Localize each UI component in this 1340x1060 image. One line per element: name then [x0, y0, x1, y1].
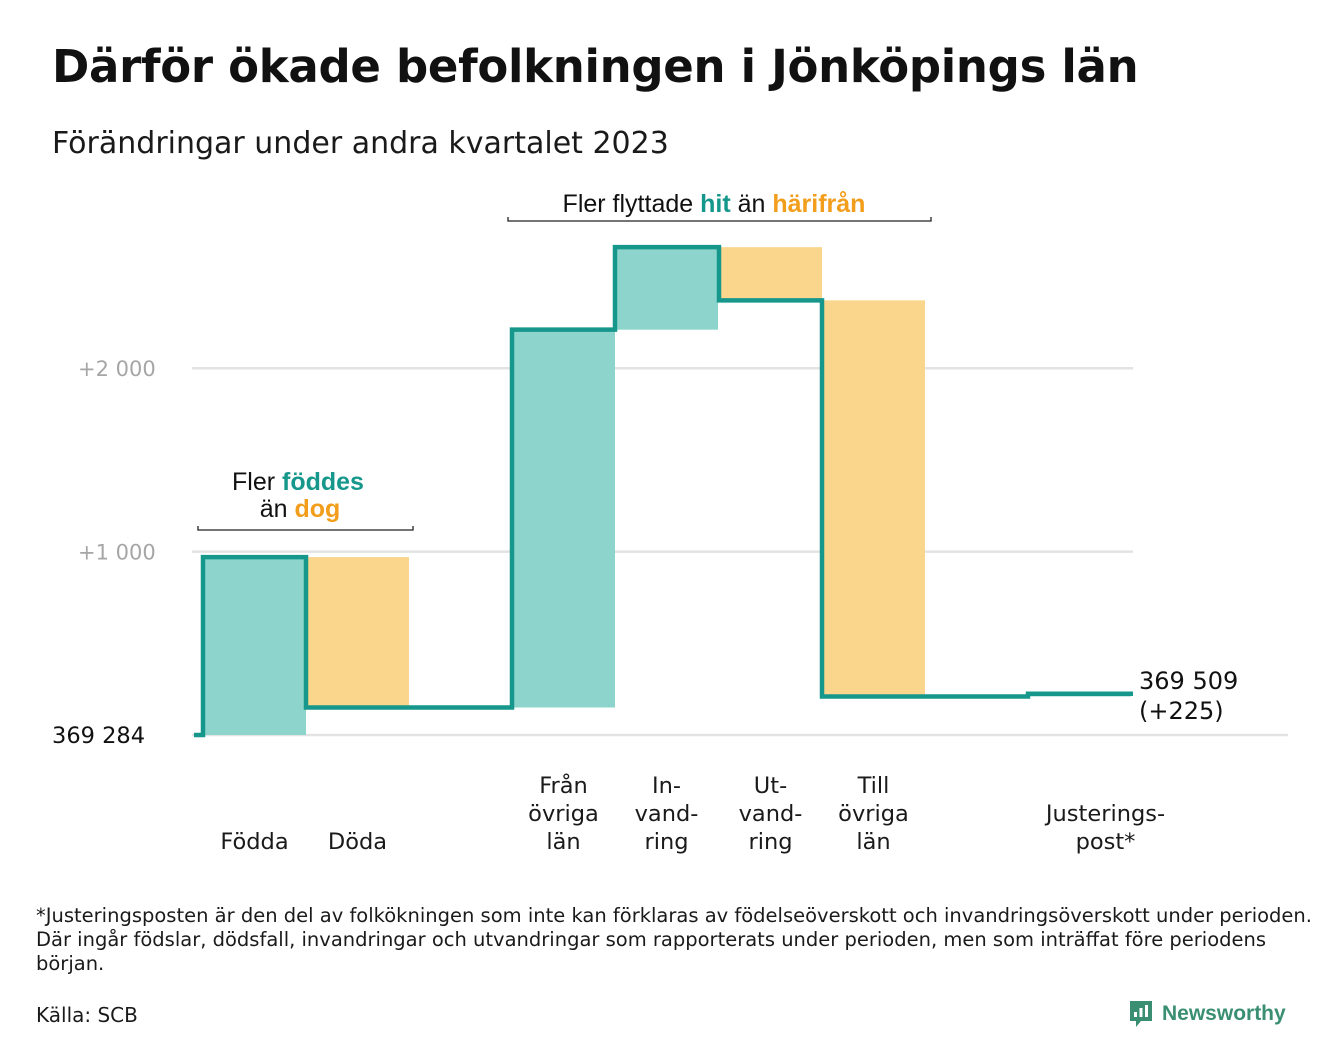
end-value-label: 369 509	[1139, 667, 1238, 695]
category-label: Ut-	[754, 773, 787, 799]
category-label: In-	[652, 773, 681, 799]
waterfall-bar	[203, 557, 306, 735]
source-label: Källa: SCB	[36, 1003, 138, 1027]
y-tick-label: +1 000	[78, 541, 156, 565]
chart-subtitle: Förändringar under andra kvartalet 2023	[52, 126, 669, 161]
annotation-bracket-births	[197, 526, 414, 531]
brand-logo[interactable]: Newsworthy	[1128, 998, 1286, 1030]
annotation-births-line1: Fler föddes	[232, 468, 364, 496]
category-label: Justerings-	[1044, 801, 1165, 827]
annotation-highlight-increase: föddes	[282, 468, 364, 496]
category-label: Från	[539, 771, 588, 799]
waterfall-bar	[512, 329, 615, 708]
annotation-births-line2: än dog	[260, 495, 341, 523]
annotation-migration: Fler flyttade hit än härifrån	[563, 190, 866, 218]
category-label: ring	[748, 829, 792, 855]
annotation-bracket-migration	[507, 217, 932, 222]
annotation-highlight-decrease: härifrån	[772, 190, 865, 218]
end-change-label: (+225)	[1139, 697, 1224, 725]
waterfall-bar	[615, 247, 718, 330]
chart-title: Därför ökade befolkningen i Jönköpings l…	[52, 40, 1139, 93]
brand-name: Newsworthy	[1162, 1002, 1286, 1025]
category-label: Till	[857, 773, 890, 799]
footnote: *Justeringsposten är den del av folkökni…	[36, 904, 1312, 975]
category-label: Döda	[328, 829, 387, 855]
category-label: övriga	[528, 801, 599, 827]
category-label: vand-	[635, 801, 699, 827]
category-label: övriga	[838, 801, 909, 827]
waterfall-bar	[306, 557, 409, 708]
category-label: vand-	[739, 801, 803, 827]
step-line	[194, 244, 1133, 738]
annotation-highlight-increase: hit	[700, 190, 731, 218]
waterfall-bar	[822, 300, 925, 697]
category-label: län	[856, 829, 890, 855]
category-label: post*	[1076, 829, 1136, 855]
category-label: län	[546, 829, 580, 855]
annotation-highlight-decrease: dog	[294, 495, 340, 523]
category-label: Födda	[220, 829, 288, 855]
start-value-label: 369 284	[52, 723, 145, 749]
annotation-text: Fler flyttade	[563, 190, 701, 218]
annotation-text: än	[260, 495, 295, 523]
category-label: ring	[644, 829, 688, 855]
y-tick-label: +2 000	[78, 357, 156, 381]
annotation-text: än	[731, 190, 773, 218]
waterfall-bar	[719, 247, 822, 301]
newsworthy-logo-icon	[1130, 1001, 1152, 1027]
annotation-text: Fler	[232, 468, 282, 496]
